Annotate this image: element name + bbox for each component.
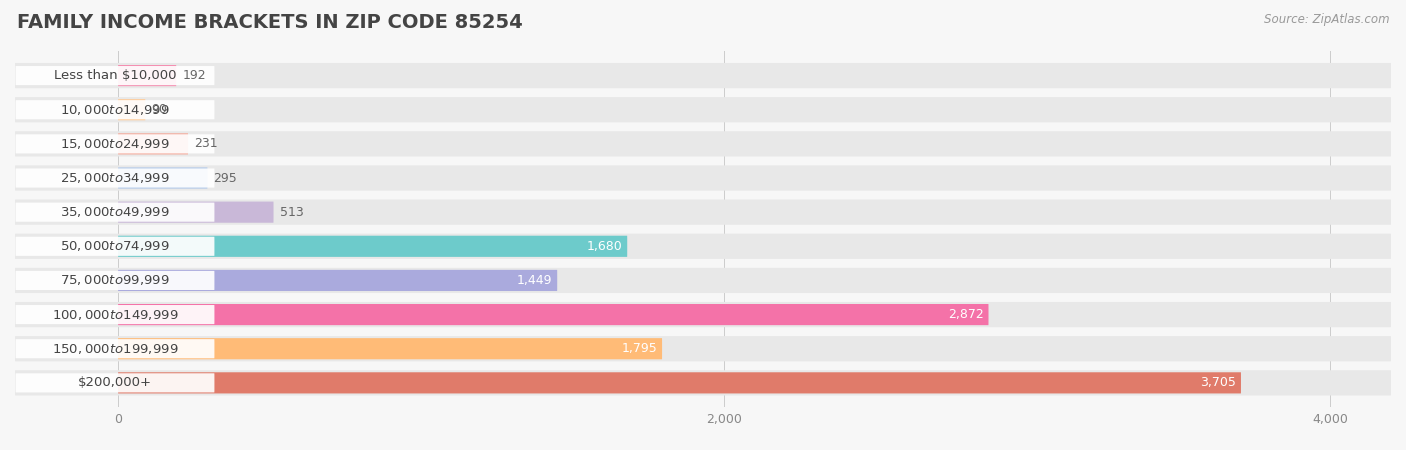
Text: 1,795: 1,795	[621, 342, 658, 355]
FancyBboxPatch shape	[15, 131, 1391, 157]
Text: $10,000 to $14,999: $10,000 to $14,999	[60, 103, 170, 117]
FancyBboxPatch shape	[15, 100, 215, 119]
FancyBboxPatch shape	[118, 202, 274, 223]
Text: 231: 231	[194, 137, 218, 150]
FancyBboxPatch shape	[118, 65, 176, 86]
FancyBboxPatch shape	[118, 372, 1241, 393]
FancyBboxPatch shape	[118, 99, 145, 120]
Text: $100,000 to $149,999: $100,000 to $149,999	[52, 308, 179, 322]
FancyBboxPatch shape	[118, 236, 627, 257]
Text: 192: 192	[183, 69, 205, 82]
Text: Source: ZipAtlas.com: Source: ZipAtlas.com	[1264, 14, 1389, 27]
FancyBboxPatch shape	[15, 305, 215, 324]
Text: 2,872: 2,872	[948, 308, 984, 321]
FancyBboxPatch shape	[15, 168, 215, 188]
Text: FAMILY INCOME BRACKETS IN ZIP CODE 85254: FAMILY INCOME BRACKETS IN ZIP CODE 85254	[17, 14, 523, 32]
Text: $50,000 to $74,999: $50,000 to $74,999	[60, 239, 170, 253]
FancyBboxPatch shape	[15, 97, 1391, 122]
Text: 295: 295	[214, 171, 238, 184]
FancyBboxPatch shape	[15, 134, 215, 153]
FancyBboxPatch shape	[15, 370, 1391, 396]
FancyBboxPatch shape	[15, 202, 215, 222]
FancyBboxPatch shape	[118, 270, 557, 291]
FancyBboxPatch shape	[15, 302, 1391, 327]
FancyBboxPatch shape	[15, 166, 1391, 191]
FancyBboxPatch shape	[15, 374, 215, 392]
Text: $75,000 to $99,999: $75,000 to $99,999	[60, 274, 170, 288]
Text: 513: 513	[280, 206, 304, 219]
FancyBboxPatch shape	[15, 268, 1391, 293]
FancyBboxPatch shape	[15, 66, 215, 85]
Text: 1,449: 1,449	[517, 274, 553, 287]
FancyBboxPatch shape	[15, 234, 1391, 259]
FancyBboxPatch shape	[118, 338, 662, 359]
Text: $150,000 to $199,999: $150,000 to $199,999	[52, 342, 179, 356]
FancyBboxPatch shape	[15, 336, 1391, 361]
Text: 90: 90	[152, 103, 167, 116]
FancyBboxPatch shape	[15, 63, 1391, 88]
FancyBboxPatch shape	[15, 339, 215, 358]
Text: $25,000 to $34,999: $25,000 to $34,999	[60, 171, 170, 185]
FancyBboxPatch shape	[15, 199, 1391, 225]
FancyBboxPatch shape	[118, 304, 988, 325]
Text: 1,680: 1,680	[586, 240, 623, 253]
Text: 3,705: 3,705	[1201, 376, 1236, 389]
Text: Less than $10,000: Less than $10,000	[53, 69, 176, 82]
FancyBboxPatch shape	[15, 271, 215, 290]
Text: $200,000+: $200,000+	[77, 376, 152, 389]
Text: $35,000 to $49,999: $35,000 to $49,999	[60, 205, 170, 219]
FancyBboxPatch shape	[118, 133, 188, 154]
Text: $15,000 to $24,999: $15,000 to $24,999	[60, 137, 170, 151]
FancyBboxPatch shape	[15, 237, 215, 256]
FancyBboxPatch shape	[118, 167, 208, 189]
